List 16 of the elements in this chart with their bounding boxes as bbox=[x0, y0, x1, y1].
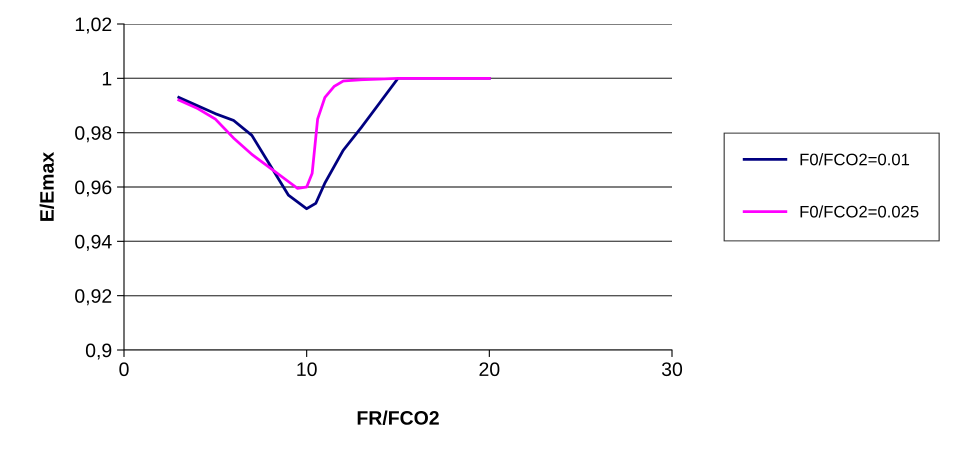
y-tick-label: 0,92 bbox=[75, 289, 112, 306]
x-tick-label: 10 bbox=[297, 362, 317, 376]
legend-label: F0/FCO2=0.01 bbox=[800, 153, 910, 166]
legend-label: F0/FCO2=0.025 bbox=[800, 205, 918, 218]
y-tick-label: 1,02 bbox=[76, 17, 112, 34]
line-series bbox=[177, 76, 491, 190]
y-tick-label: 0,96 bbox=[75, 180, 112, 197]
x-tick-label: 20 bbox=[480, 362, 500, 376]
y-axis-title: E/Emax bbox=[40, 152, 54, 221]
x-axis-title: FR/FCO2 bbox=[358, 410, 439, 425]
x-tick-label: 0 bbox=[119, 362, 129, 376]
y-tick-label: 0,98 bbox=[75, 126, 112, 142]
y-tick-label: 0,94 bbox=[75, 234, 112, 251]
y-tick-label: 1 bbox=[102, 72, 112, 86]
y-tick-label: 0,9 bbox=[86, 343, 112, 360]
x-tick-label: 30 bbox=[662, 362, 682, 376]
